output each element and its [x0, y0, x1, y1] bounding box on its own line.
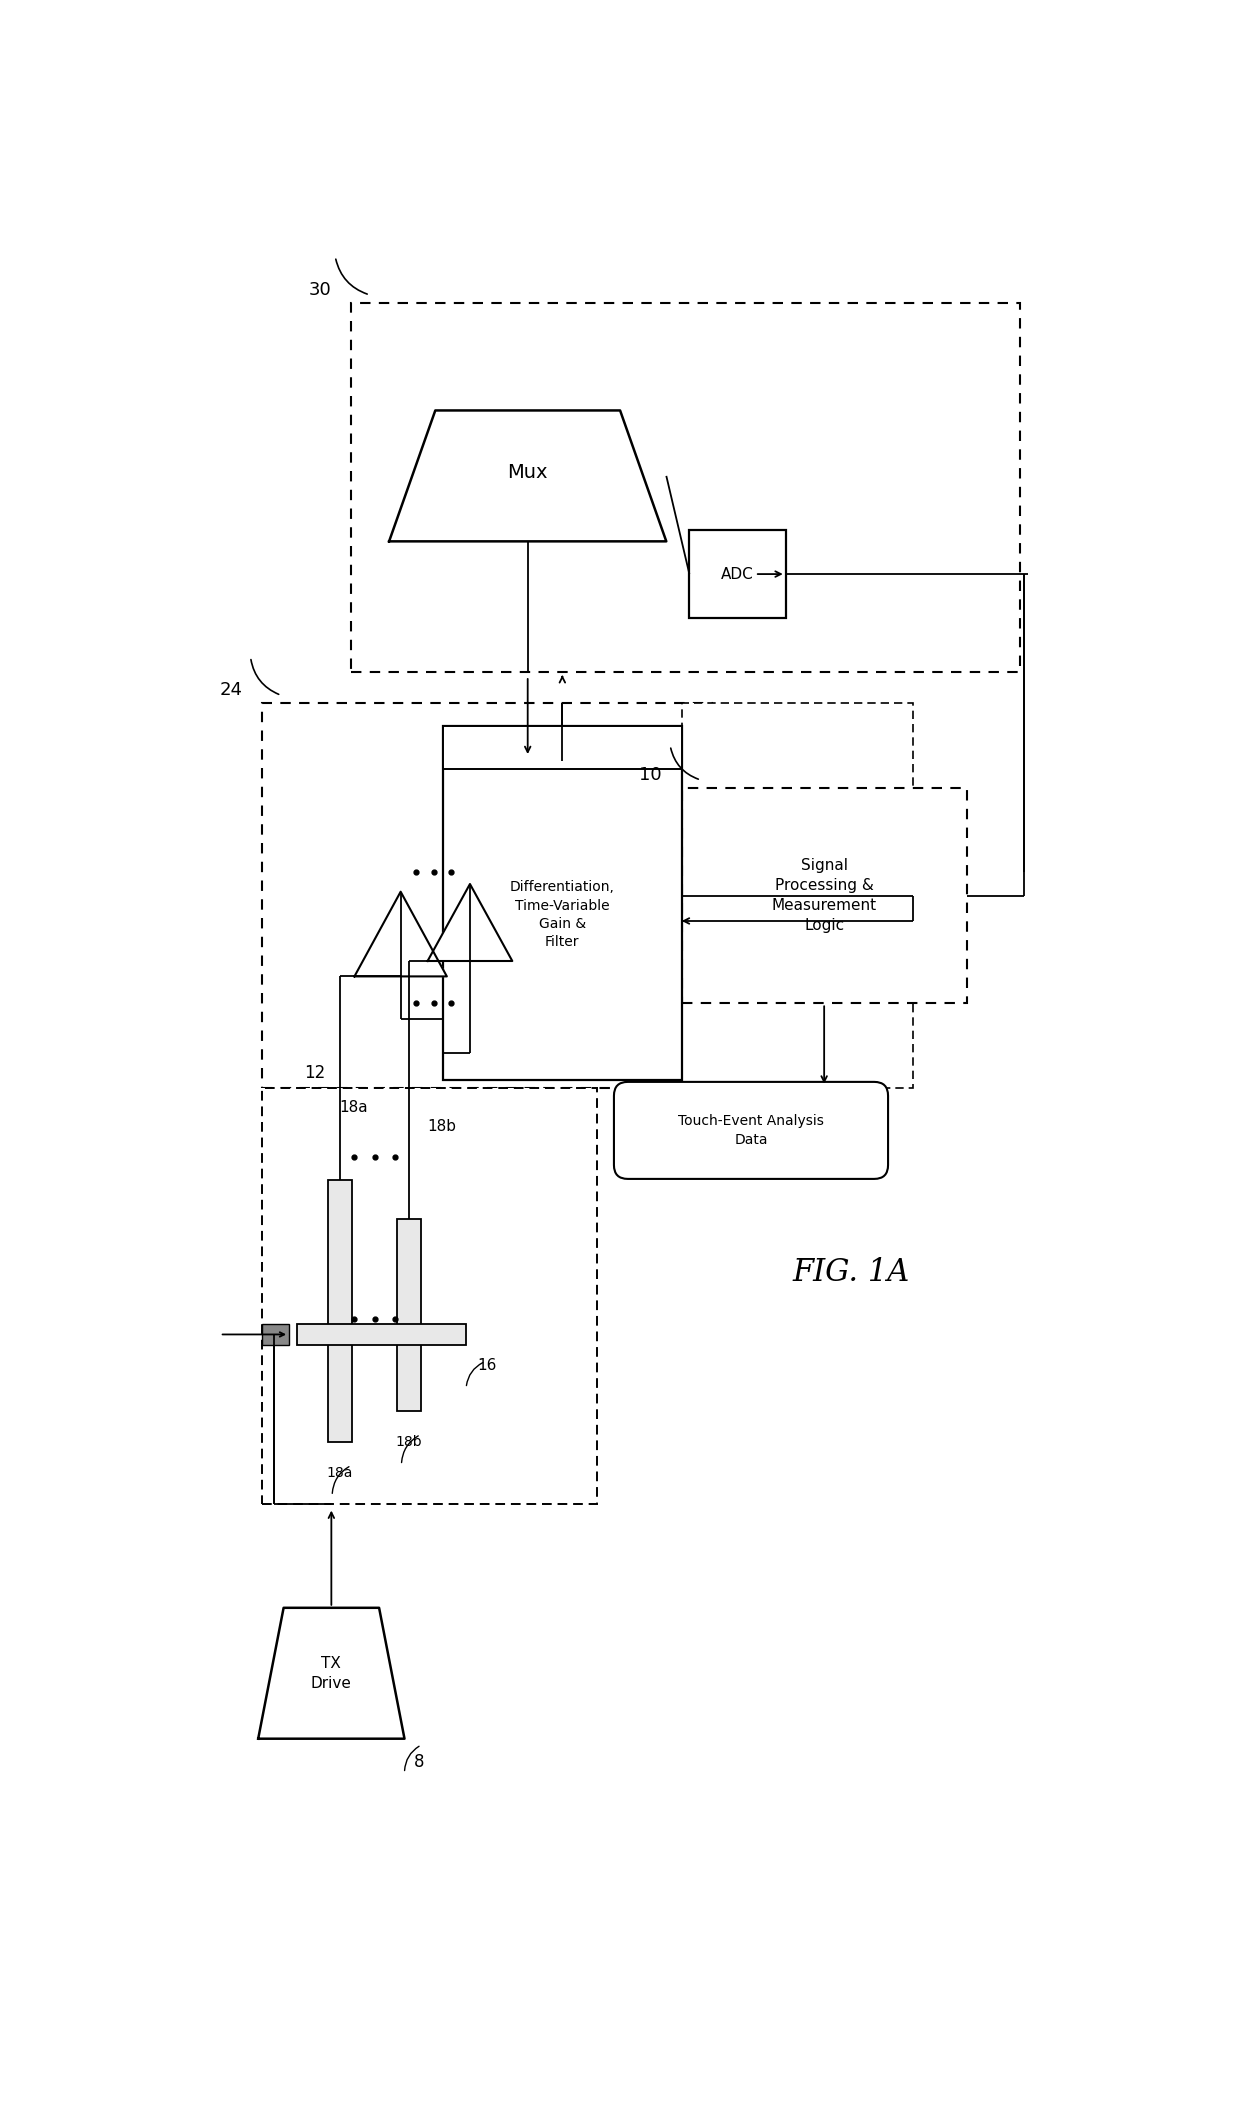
- Bar: [397, 1219, 422, 1412]
- Text: FIG. 1A: FIG. 1A: [792, 1257, 910, 1288]
- Text: Differentiation,
Time-Variable
Gain &
Filter: Differentiation, Time-Variable Gain & Fi…: [510, 880, 615, 949]
- Text: TX
Drive: TX Drive: [311, 1657, 352, 1690]
- Bar: [443, 726, 682, 768]
- Polygon shape: [258, 1608, 404, 1739]
- Text: 10: 10: [640, 766, 662, 783]
- Bar: [682, 787, 967, 1004]
- Text: 24: 24: [219, 682, 243, 699]
- Bar: [262, 703, 713, 1088]
- Polygon shape: [355, 893, 446, 977]
- Text: ADC: ADC: [722, 566, 754, 581]
- Text: 18a: 18a: [339, 1099, 368, 1116]
- Text: 16: 16: [477, 1358, 497, 1372]
- Bar: [262, 1324, 289, 1345]
- FancyBboxPatch shape: [614, 1082, 888, 1179]
- Polygon shape: [389, 410, 666, 541]
- Bar: [682, 703, 913, 1088]
- Text: Signal
Processing &
Measurement
Logic: Signal Processing & Measurement Logic: [771, 859, 877, 933]
- Bar: [443, 726, 682, 1080]
- Bar: [351, 303, 1021, 671]
- Bar: [689, 530, 786, 619]
- Text: 18b: 18b: [396, 1436, 423, 1448]
- Polygon shape: [428, 884, 512, 962]
- Text: Touch-Event Analysis
Data: Touch-Event Analysis Data: [678, 1114, 823, 1147]
- Bar: [327, 1181, 352, 1442]
- Text: 8: 8: [414, 1753, 424, 1770]
- Text: 30: 30: [309, 280, 331, 299]
- Text: 18b: 18b: [428, 1120, 456, 1135]
- Text: 18a: 18a: [326, 1465, 353, 1480]
- Bar: [296, 1324, 466, 1345]
- Bar: [262, 1088, 596, 1503]
- Text: 12: 12: [304, 1063, 326, 1082]
- Text: Mux: Mux: [507, 463, 548, 482]
